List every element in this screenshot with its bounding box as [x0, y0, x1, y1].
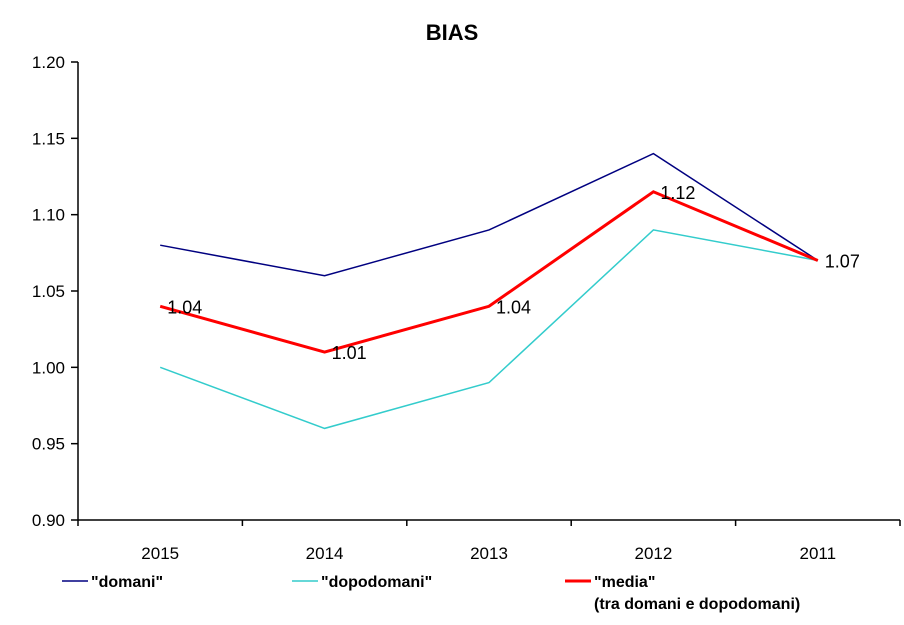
legend-item-dopodomani: "dopodomani": [292, 574, 432, 591]
legend-item-domani: "domani": [62, 574, 163, 591]
series-line-domani: [160, 152, 819, 277]
data-label: 1.07: [825, 251, 860, 271]
data-labels-layer: 1.04 1.01 1.04 1.12 1.07: [167, 183, 860, 363]
data-label: 1.01: [332, 343, 367, 363]
ticks-layer: 0.90 0.95 1.00 1.05 1.10 1.15 1.20 2015 2014 2013…: [32, 53, 901, 563]
series-layer: [159, 152, 819, 430]
series-line-media: [159, 190, 819, 354]
legend-label-media: "media": [594, 574, 655, 591]
data-label: 1.04: [496, 297, 531, 317]
y-tick-label: 0.90: [32, 511, 65, 530]
y-tick-label: 0.95: [32, 435, 65, 454]
y-tick-label: 1.00: [32, 358, 65, 377]
x-tick-label: 2012: [634, 544, 672, 563]
legend-item-media: "media" (tra domani e dopodomani): [565, 574, 800, 613]
legend-label-dopodomani: "dopodomani": [321, 574, 432, 591]
legend: "domani" "dopodomani" "media" (tra doman…: [62, 574, 800, 613]
x-tick-label: 2013: [470, 544, 508, 563]
x-tick-label: 2015: [141, 544, 179, 563]
y-tick-label: 1.15: [32, 129, 65, 148]
chart-title: BIAS: [426, 20, 479, 45]
y-tick-label: 1.20: [32, 53, 65, 72]
legend-label-domani: "domani": [91, 574, 163, 591]
data-label: 1.04: [167, 297, 202, 317]
data-label: 1.12: [660, 183, 695, 203]
x-tick-label: 2011: [800, 544, 837, 563]
legend-label-media-subtitle: (tra domani e dopodomani): [594, 596, 800, 613]
y-tick-label: 1.05: [32, 282, 65, 301]
series-line-dopodomani: [159, 229, 818, 430]
x-tick-label: 2014: [306, 544, 344, 563]
y-tick-label: 1.10: [32, 206, 65, 225]
